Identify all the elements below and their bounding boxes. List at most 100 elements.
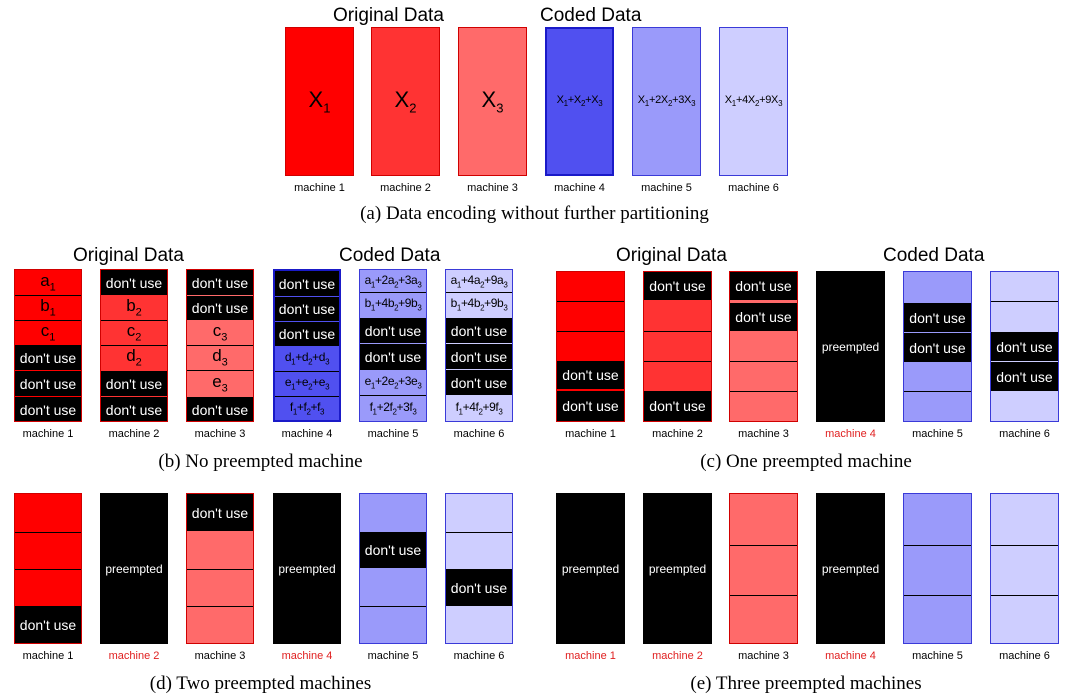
panel-e-machine-label-preempted: machine 4 (825, 650, 876, 662)
cell-b-quad: b1+4b2+9b3 (450, 295, 508, 313)
cell-e-lin: e1+2e2+3e3 (364, 374, 422, 391)
panel-b-machine-label: machine 4 (281, 428, 333, 440)
dont-use-block: don't use (15, 345, 81, 370)
dont-use-block: don't use (101, 371, 167, 396)
panel-a-machine-label: machine 6 (728, 182, 779, 194)
panel-c-column-machine-6: don't use don't use (990, 271, 1059, 422)
panel-a-block-machine-1: X1 (285, 27, 354, 176)
dont-use-block: don't use (101, 397, 167, 421)
panel-e-column-machine-3 (729, 493, 798, 644)
panel-b-machine-label: machine 1 (22, 428, 74, 440)
panel-c-column-machine-4: preempted (816, 271, 885, 422)
panel-d-column-machine-5: don't use (359, 493, 427, 644)
preempted-label: preempted (648, 561, 707, 576)
panel-e-column-machine-1: preempted (556, 493, 625, 644)
preempted-label: preempted (105, 561, 163, 576)
dont-use-block: don't use (904, 303, 971, 332)
panel-c-machine-label: machine 6 (999, 428, 1050, 440)
panel-d-column-machine-3: don't use (186, 493, 254, 644)
dont-use-block: don't use (15, 371, 81, 396)
cell-d-sum: d1+d2+d3 (284, 350, 330, 367)
cell-a-quad: a1+4a2+9a3 (450, 272, 508, 290)
dont-use-block: don't use (991, 332, 1058, 361)
panel-a-block-machine-4: X1+X2+X3 (545, 27, 614, 176)
panel-c-original-header: Original Data (616, 245, 727, 266)
cell-c2: c2 (126, 321, 142, 344)
dont-use-block: don't use (446, 344, 512, 369)
panel-e-column-machine-4: preempted (816, 493, 885, 644)
panel-e-machine-label: machine 6 (999, 650, 1050, 662)
panel-c-machine-label: machine 2 (652, 428, 703, 440)
panel-d-machine-label: machine 6 (453, 650, 505, 662)
panel-c-coded-header: Coded Data (883, 245, 985, 266)
panel-b-column-machine-4: don't use don't use don't use d1+d2+d3 e… (273, 269, 341, 422)
dont-use-block: don't use (730, 303, 797, 331)
dont-use-block: don't use (360, 318, 426, 343)
cell-e-sum: e1+e2+e3 (284, 375, 330, 392)
panel-e-machine-label: machine 3 (738, 650, 789, 662)
cell-d2: d2 (126, 346, 142, 369)
coded-sum-formula: X1+X2+X3 (556, 94, 603, 109)
panel-a-block-machine-5: X1+2X2+3X3 (632, 27, 701, 176)
panel-e-machine-label-preempted: machine 2 (652, 650, 703, 662)
panel-b-column-machine-1: a1 b1 c1 don't use don't use don't use (14, 269, 82, 422)
dont-use-block: don't use (360, 532, 426, 568)
x1-symbol: X1 (308, 87, 331, 116)
dont-use-block: don't use (904, 333, 971, 362)
cell-a-lin: a1+2a2+3a3 (364, 272, 422, 290)
panel-d-machine-label-preempted: machine 2 (108, 650, 160, 662)
panel-b-column-machine-5: a1+2a2+3a3 b1+4b2+9b3 don't use don't us… (359, 269, 427, 422)
dont-use-block: don't use (15, 606, 81, 643)
preempted-label: preempted (821, 561, 880, 576)
cell-f-lin: f1+2f2+3f3 (369, 399, 417, 417)
panel-a-machine-label: machine 2 (380, 182, 431, 194)
cell-c3: c3 (212, 321, 228, 344)
cell-b2: b2 (126, 296, 142, 319)
panel-b-column-machine-6: a1+4a2+9a3 b1+4b2+9b3 don't use don't us… (445, 269, 513, 422)
panel-a-block-machine-2: X2 (371, 27, 440, 176)
panel-a-block-machine-6: X1+4X2+9X3 (719, 27, 788, 176)
dont-use-block: don't use (730, 272, 797, 300)
panel-a-coded-header: Coded Data (540, 5, 642, 26)
coded-quadratic-formula: X1+4X2+9X3 (724, 94, 783, 109)
panel-e-column-machine-6 (990, 493, 1059, 644)
panel-e-column-machine-5 (903, 493, 972, 644)
dont-use-block: don't use (557, 361, 624, 389)
panel-e-machine-label: machine 5 (912, 650, 963, 662)
dont-use-block: don't use (275, 271, 339, 296)
dont-use-block: don't use (360, 344, 426, 370)
preempted-label: preempted (278, 561, 336, 576)
panel-d-column-machine-4: preempted (273, 493, 341, 644)
cell-e3: e3 (212, 372, 228, 395)
panel-c-machine-label-preempted: machine 4 (825, 428, 876, 440)
panel-b-original-header: Original Data (73, 245, 184, 266)
panel-a-machine-label: machine 1 (294, 182, 345, 194)
cell-a1: a1 (40, 271, 56, 294)
cell-b-lin: b1+4b2+9b3 (364, 295, 422, 313)
panel-b-machine-label: machine 2 (108, 428, 160, 440)
x2-symbol: X2 (394, 87, 417, 116)
panel-b-column-machine-2: don't use b2 c2 d2 don't use don't use (100, 269, 168, 422)
panel-e-caption: (e) Three preempted machines (690, 673, 922, 694)
dont-use-block: don't use (187, 494, 253, 531)
preempted-label: preempted (561, 561, 620, 576)
dont-use-block: don't use (15, 397, 81, 421)
panel-a-block-machine-3: X3 (458, 27, 527, 176)
panel-a-machine-label: machine 5 (641, 182, 692, 194)
panel-d-machine-label: machine 5 (367, 650, 419, 662)
cell-b1: b1 (40, 296, 56, 319)
coded-linear-formula: X1+2X2+3X3 (637, 94, 696, 109)
panel-d-caption: (d) Two preempted machines (149, 673, 372, 694)
panel-d-column-machine-2: preempted (100, 493, 168, 644)
panel-c-column-machine-1: don't use don't use (556, 271, 625, 422)
panel-d-machine-label-preempted: machine 4 (281, 650, 333, 662)
dont-use-block: don't use (275, 297, 339, 321)
dont-use-block: don't use (446, 569, 512, 606)
panel-b-coded-header: Coded Data (339, 245, 441, 266)
dont-use-block: don't use (644, 272, 711, 300)
panel-e-column-machine-2: preempted (643, 493, 712, 644)
cell-f-sum: f1+f2+f3 (289, 399, 325, 417)
dont-use-block: don't use (275, 322, 339, 346)
preempted-label: preempted (821, 339, 880, 354)
panel-b-machine-label: machine 3 (194, 428, 246, 440)
